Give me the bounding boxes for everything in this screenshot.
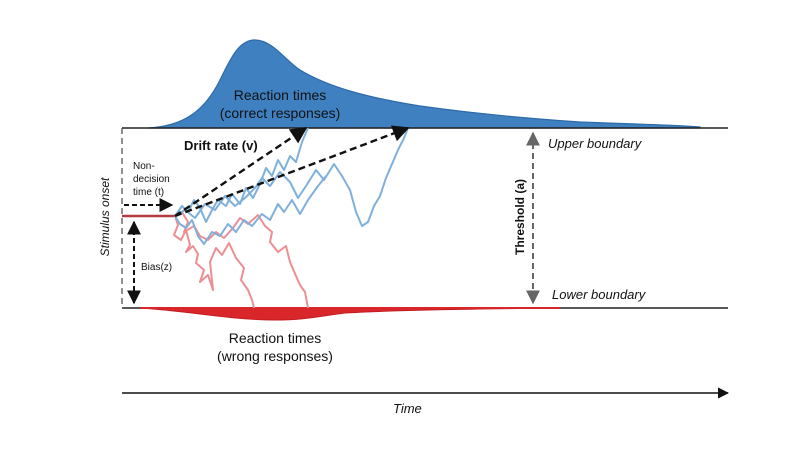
wrong-rt-label-line2: (wrong responses)	[217, 348, 333, 364]
drift-arrow-steep	[174, 127, 308, 217]
correct-rt-label: Reaction times (correct responses)	[195, 86, 365, 122]
non-decision-line1: Non-	[133, 161, 155, 172]
wrong-rt-label-line1: Reaction times	[228, 330, 322, 346]
non-decision-line2: decision	[133, 174, 170, 185]
non-decision-line3: time (t)	[133, 187, 165, 198]
stimulus-onset-label: Stimulus onset	[98, 177, 112, 257]
drift-arrow-shallow	[174, 125, 410, 218]
correct-rt-label-line1: Reaction times	[233, 87, 327, 103]
correct-rt-label-line2: (correct responses)	[219, 105, 341, 121]
correct-rt-distribution	[147, 39, 701, 129]
lower-boundary-label: Lower boundary	[552, 287, 646, 302]
drift-rate-label: Drift rate (v)	[184, 138, 258, 153]
wrong-rt-label: Reaction times (wrong responses)	[190, 329, 360, 365]
wrong-rt-distribution	[139, 307, 561, 321]
bias-label: Bias(z)	[141, 262, 173, 273]
correct-path-3	[174, 175, 327, 245]
correct-path-1	[174, 127, 309, 223]
time-axis-label: Time	[393, 401, 422, 416]
correct-path-2	[174, 127, 409, 227]
non-decision-label: Non- decision time (t)	[133, 160, 170, 199]
upper-boundary-label: Upper boundary	[548, 136, 642, 151]
threshold-label: Threshold (a)	[513, 179, 527, 256]
